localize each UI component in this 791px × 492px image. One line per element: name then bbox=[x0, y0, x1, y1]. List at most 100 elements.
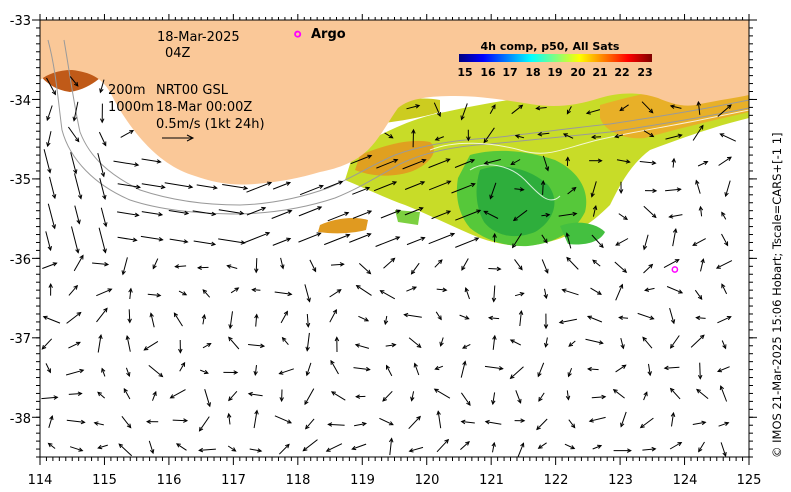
velocity-arrow bbox=[228, 390, 238, 402]
colorbar-ramp bbox=[459, 54, 652, 62]
velocity-arrow bbox=[329, 289, 342, 298]
velocity-arrow bbox=[349, 233, 372, 243]
velocity-arrow bbox=[698, 441, 705, 453]
velocity-arrow bbox=[433, 388, 451, 399]
velocity-scale: 0.5m/s (1kt 24h) bbox=[156, 117, 265, 132]
velocity-arrow bbox=[253, 365, 258, 376]
velocity-arrow bbox=[537, 362, 545, 378]
velocity-arrow bbox=[491, 285, 497, 303]
velocity-arrow bbox=[641, 101, 654, 114]
velocity-arrow bbox=[334, 336, 340, 353]
velocity-arrow bbox=[178, 339, 183, 354]
velocity-arrow bbox=[324, 233, 351, 246]
velocity-arrow bbox=[47, 442, 56, 449]
velocity-arrow bbox=[146, 419, 159, 424]
velocity-arrow bbox=[226, 264, 238, 269]
velocity-arrow bbox=[665, 187, 682, 192]
velocity-arrow bbox=[278, 443, 290, 455]
velocity-arrow bbox=[45, 363, 51, 374]
velocity-arrow bbox=[383, 315, 389, 326]
velocity-arrow bbox=[668, 214, 683, 219]
velocity-arrow bbox=[281, 336, 289, 346]
velocity-arrow bbox=[228, 311, 233, 330]
velocity-arrow bbox=[47, 203, 56, 230]
y-tick-label: -37 bbox=[10, 332, 31, 347]
velocity-arrow bbox=[721, 211, 727, 220]
map-date: 18-Mar-2025 bbox=[157, 30, 240, 45]
velocity-arrow bbox=[720, 442, 727, 457]
velocity-arrow bbox=[127, 309, 132, 324]
velocity-arrow bbox=[697, 161, 709, 167]
velocity-arrow bbox=[700, 258, 705, 272]
analysis-time: 18-Mar 00:00Z bbox=[156, 100, 252, 115]
velocity-arrow bbox=[568, 340, 576, 347]
velocity-arrow bbox=[354, 343, 370, 349]
velocity-arrow bbox=[514, 134, 525, 139]
velocity-arrow bbox=[535, 105, 547, 111]
velocity-arrow bbox=[274, 291, 293, 297]
argo-floats bbox=[294, 30, 679, 273]
velocity-arrow bbox=[618, 181, 624, 194]
velocity-arrow bbox=[278, 368, 294, 375]
analysis-name: NRT00 GSL bbox=[156, 83, 229, 98]
velocity-arrow bbox=[117, 236, 138, 242]
velocity-arrow bbox=[511, 104, 524, 115]
velocity-arrow bbox=[566, 256, 579, 270]
velocity-arrow bbox=[695, 179, 701, 194]
velocity-arrow bbox=[141, 183, 166, 190]
velocity-arrow bbox=[309, 259, 317, 273]
velocity-arrow bbox=[491, 441, 496, 453]
velocity-arrow bbox=[541, 212, 551, 218]
velocity-arrow bbox=[721, 233, 729, 247]
velocity-arrow bbox=[408, 415, 421, 430]
velocity-arrow bbox=[428, 232, 456, 245]
velocity-arrow bbox=[97, 152, 106, 178]
velocity-arrow bbox=[642, 234, 649, 251]
velocity-arrow bbox=[304, 388, 315, 406]
velocity-arrow bbox=[589, 158, 603, 163]
velocity-arrow bbox=[380, 209, 402, 219]
colorbar-tick: 20 bbox=[570, 66, 586, 79]
velocity-arrow bbox=[304, 284, 311, 303]
velocity-arrow bbox=[323, 180, 344, 190]
x-tick-label: 119 bbox=[350, 473, 375, 488]
velocity-arrow bbox=[279, 389, 284, 403]
velocity-arrow bbox=[616, 159, 631, 164]
depth-deep: 1000m bbox=[108, 100, 154, 115]
velocity-arrow bbox=[379, 290, 396, 300]
velocity-arrow bbox=[614, 133, 624, 139]
velocity-arrow bbox=[695, 315, 706, 321]
velocity-arrow bbox=[462, 343, 471, 349]
velocity-arrow bbox=[152, 390, 157, 401]
velocity-arrow bbox=[254, 258, 259, 274]
velocity-arrow bbox=[518, 310, 524, 327]
velocity-arrow bbox=[671, 157, 676, 168]
velocity-arrow bbox=[717, 104, 732, 117]
velocity-arrow bbox=[690, 334, 705, 348]
velocity-arrow bbox=[246, 206, 267, 216]
credit-text: © IMOS 21-Mar-2025 15:06 Hobart; Tscale=… bbox=[770, 132, 784, 458]
velocity-arrow bbox=[615, 283, 624, 301]
velocity-arrow bbox=[588, 416, 606, 423]
velocity-arrow bbox=[251, 287, 261, 293]
velocity-arrow bbox=[299, 184, 324, 196]
velocity-arrow bbox=[510, 159, 521, 166]
velocity-arrow bbox=[488, 266, 502, 272]
sst-isotherms bbox=[429, 109, 749, 201]
velocity-arrow bbox=[152, 258, 159, 270]
velocity-arrow bbox=[644, 287, 655, 292]
velocity-arrow bbox=[663, 365, 680, 371]
velocity-arrow bbox=[97, 444, 108, 450]
velocity-arrow bbox=[587, 366, 599, 372]
velocity-arrow bbox=[249, 448, 263, 453]
velocity-arrow bbox=[42, 262, 58, 269]
velocity-arrow bbox=[721, 340, 727, 350]
velocity-arrow bbox=[536, 418, 548, 431]
x-tick-label: 114 bbox=[28, 473, 53, 488]
velocity-arrow bbox=[434, 365, 444, 371]
velocity-arrow bbox=[271, 209, 293, 219]
velocity-arrow bbox=[489, 182, 497, 200]
velocity-arrows bbox=[41, 76, 737, 457]
velocity-arrow bbox=[247, 391, 263, 397]
